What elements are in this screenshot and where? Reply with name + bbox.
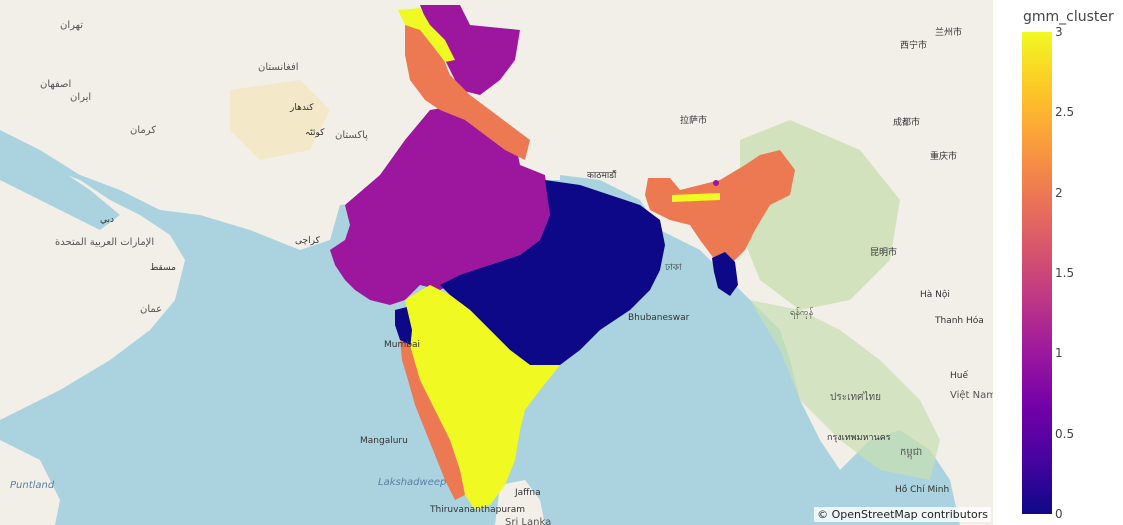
colorbar-title: gmm_cluster [1023, 9, 1114, 25]
land-srilanka [495, 480, 545, 525]
region-northwest-central[interactable] [330, 105, 550, 305]
label-cambodia: កម្ពុជា [900, 447, 922, 460]
land-gulf-water [0, 140, 120, 230]
label-yangon: ရန်ကုန် [790, 307, 814, 319]
label-vietnam: Việt Nam [950, 389, 993, 401]
desert-patch [230, 80, 330, 160]
region-ne-dot[interactable] [713, 180, 719, 186]
colorbar-tick: 2 [1055, 185, 1063, 200]
colorbar-tick: 1 [1055, 346, 1063, 361]
label-thailand: ประเทศไทย [830, 391, 881, 403]
region-tripura-mizoram[interactable] [712, 252, 738, 296]
colorbar-tick: 3 [1055, 25, 1063, 39]
label-dhaka: ঢাকা [664, 263, 682, 273]
label-hcm: Hồ Chí Minh [895, 484, 949, 495]
region-western-ghats[interactable] [400, 340, 465, 500]
label-pakistan: پاکستان [335, 130, 368, 141]
colorbar-tick: 0 [1055, 507, 1063, 521]
label-isfahan: اصفهان [40, 79, 71, 90]
label-mumbai: Mumbai [384, 340, 420, 350]
label-muscat: مسقط [150, 263, 176, 273]
label-afghanistan: افغانستان [258, 62, 299, 73]
label-hanoi: Hà Nội [920, 289, 950, 300]
choropleth-layer [330, 5, 795, 510]
label-dubai: دبي [100, 215, 114, 225]
region-himalayan-strip[interactable] [405, 25, 530, 160]
colorbar-tick: 2.5 [1055, 105, 1075, 120]
land-bay-water [600, 290, 790, 525]
label-karachi: کراچی [295, 236, 321, 246]
label-kathmandu: काठमाडौं [587, 169, 617, 181]
label-thiruvananthapuram: Thiruvananthapuram [429, 505, 525, 515]
label-thanhhoa: Thanh Hóa [934, 315, 984, 326]
label-chongqing: 重庆市 [930, 150, 957, 162]
land-arabia [0, 150, 185, 420]
label-bhubaneswar: Bhubaneswar [628, 313, 690, 323]
region-ladakh[interactable] [420, 5, 520, 95]
label-kerman: کرمان [130, 125, 156, 136]
label-kunming: 昆明市 [870, 246, 897, 258]
map-svg: تهران ایران اصفهان کرمان افغانستان پاکست… [0, 0, 993, 525]
map-labels: تهران ایران اصفهان کرمان افغانستان پاکست… [10, 20, 993, 525]
label-lakshadweep: Lakshadweep [378, 477, 446, 488]
label-tehran: تهران [60, 20, 83, 31]
vegetation-sea [750, 300, 940, 480]
map-attribution[interactable]: © OpenStreetMap contributors [814, 507, 991, 522]
label-hue: Huế [950, 370, 968, 381]
label-xining: 西宁市 [900, 39, 927, 51]
region-deccan[interactable] [405, 285, 560, 510]
label-lanzhou: 兰州市 [935, 26, 962, 38]
region-gangetic-east[interactable] [440, 180, 665, 365]
region-sikkim-strip[interactable] [672, 193, 720, 202]
map-canvas[interactable]: تهران ایران اصفهان کرمان افغانستان پاکست… [0, 0, 993, 525]
label-chengdu: 成都市 [893, 116, 920, 128]
label-lhasa: 拉萨市 [680, 114, 707, 126]
label-puntland: Puntland [10, 480, 55, 491]
land-africa-horn [0, 440, 60, 525]
label-uae: الإمارات العربية المتحدة [55, 237, 154, 248]
label-oman: عمان [140, 304, 162, 315]
label-mangaluru: Mangaluru [360, 436, 408, 446]
colorbar-gradient [1022, 32, 1052, 514]
label-bangkok: กรุงเทพมหานคร [827, 433, 891, 443]
label-kandahar: کندهار [289, 103, 314, 113]
label-iran: ایران [70, 92, 91, 103]
region-northeast[interactable] [645, 150, 795, 265]
label-quetta: کوئٹہ [305, 128, 325, 138]
label-jaffna: Jaffna [514, 488, 541, 498]
colorbar-tick: 0.5 [1055, 426, 1075, 441]
label-srilanka: Sri Lanka [505, 517, 551, 525]
region-kashmir-tip[interactable] [398, 8, 455, 62]
colorbar-tick: 1.5 [1055, 266, 1075, 280]
colorbar-legend: gmm_cluster 3 2.5 2 1.5 1 0.5 0 [993, 0, 1123, 525]
